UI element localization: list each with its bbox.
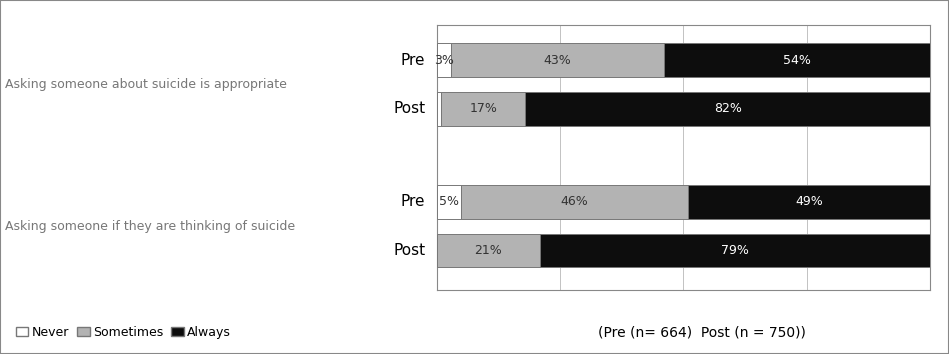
Bar — [540, 234, 930, 267]
Text: Pre: Pre — [400, 194, 425, 209]
Text: 82%: 82% — [714, 102, 741, 115]
Text: Post: Post — [393, 243, 425, 258]
Text: 46%: 46% — [561, 195, 588, 208]
Text: 5%: 5% — [438, 195, 459, 208]
Text: Post: Post — [393, 101, 425, 116]
Text: 43%: 43% — [544, 54, 571, 67]
Text: 79%: 79% — [721, 244, 749, 257]
Bar — [441, 92, 526, 126]
Bar — [688, 185, 930, 218]
Text: 21%: 21% — [474, 244, 502, 257]
Bar — [526, 92, 930, 126]
Bar — [437, 185, 461, 218]
Text: 17%: 17% — [470, 102, 497, 115]
Bar — [437, 44, 452, 77]
Text: Asking someone if they are thinking of suicide: Asking someone if they are thinking of s… — [5, 219, 295, 233]
Text: Pre: Pre — [400, 53, 425, 68]
Bar — [452, 44, 663, 77]
Bar — [663, 44, 930, 77]
Bar — [461, 185, 688, 218]
Legend: Never, Sometimes, Always: Never, Sometimes, Always — [11, 321, 236, 344]
Text: Asking someone about suicide is appropriate: Asking someone about suicide is appropri… — [5, 78, 287, 91]
Text: 54%: 54% — [783, 54, 810, 67]
Bar — [437, 234, 540, 267]
Text: (Pre (n= 664)  Post (n = 750)): (Pre (n= 664) Post (n = 750)) — [598, 326, 807, 340]
Bar — [437, 92, 441, 126]
Text: 49%: 49% — [795, 195, 823, 208]
Text: 3%: 3% — [434, 54, 454, 67]
